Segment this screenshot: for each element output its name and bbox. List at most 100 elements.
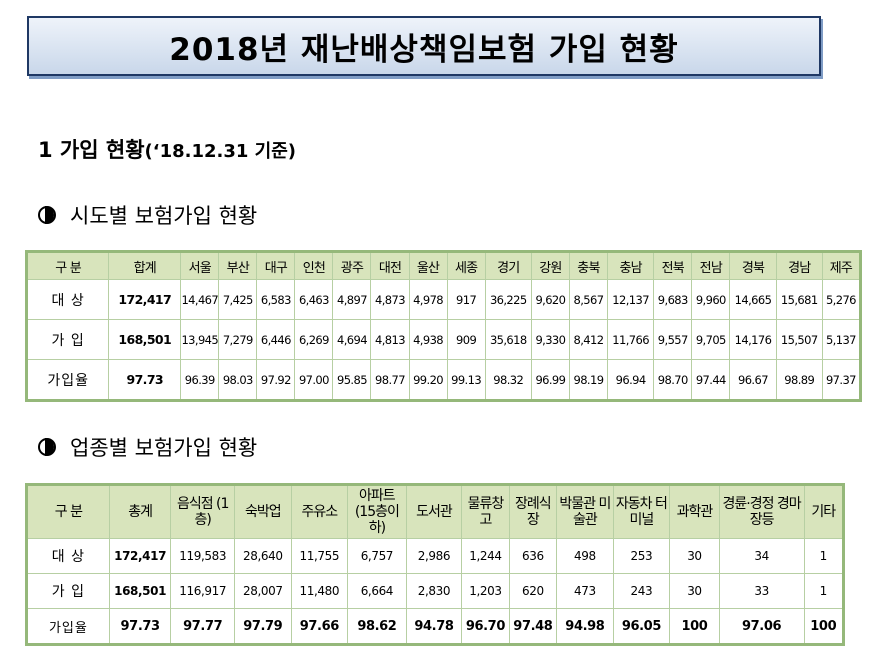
row-label: 대 상 (25, 279, 110, 320)
table-cell: 473 (556, 573, 614, 609)
section-date: (‘18.12.31 기준) (144, 141, 297, 162)
table-row: 가 입 168,501 116,917 28,007 11,480 6,664 2,830 1… (26, 573, 844, 609)
column-header: 과학관 (669, 484, 720, 539)
table-cell: 1,244 (461, 538, 510, 574)
column-header: 울산 (408, 251, 448, 280)
column-header: 전북 (653, 251, 693, 280)
table-cell: 4,873 (370, 279, 410, 320)
column-header: 광주 (332, 251, 372, 280)
table-row: 대 상 172,417 14,467 7,425 6,583 6,463 4,897 4,87… (25, 279, 862, 320)
table-cell: 8,412 (568, 319, 608, 360)
table-cell: 6,583 (256, 279, 296, 320)
section-heading: 1 가입 현황(‘18.12.31 기준) (38, 134, 296, 164)
table-cell: 15,507 (775, 319, 823, 360)
table-cell: 4,813 (370, 319, 410, 360)
table-cell: 97.66 (290, 608, 349, 645)
half-circle-bullet-icon (38, 206, 56, 224)
table-cell: 28,640 (234, 538, 292, 574)
table-row: 가입율 97.73 96.39 98.03 97.92 97.00 95.85 98.77 99… (25, 359, 862, 401)
table-cell: 97.73 (108, 359, 182, 401)
regional-subtitle-text: 시도별 보험가입 현황 (70, 204, 258, 228)
header-row: 구 분 합계 서울 부산 대구 인천 광주 대전 울산 세종 경기 강원 충북 충남 전북 전남 경북 경남 제주 (25, 251, 862, 280)
table-cell: 14,176 (729, 319, 777, 360)
table-cell: 96.39 (180, 359, 220, 401)
half-circle-bullet-icon (38, 438, 56, 456)
table-cell: 243 (612, 573, 671, 609)
column-header: 기타 (803, 484, 844, 539)
table-cell: 96.99 (530, 359, 570, 401)
table-cell: 9,683 (653, 279, 693, 320)
column-header: 자동차 터미널 (612, 484, 671, 539)
table-cell: 917 (446, 279, 486, 320)
table-cell: 36,225 (484, 279, 532, 320)
column-header: 주유소 (290, 484, 349, 539)
table-cell: 35,618 (484, 319, 532, 360)
column-header: 장례식장 (508, 484, 558, 539)
table-cell: 98.32 (484, 359, 532, 401)
table-cell: 97.92 (256, 359, 296, 401)
column-header: 아파트 (15층이하) (347, 484, 407, 539)
column-header: 대구 (256, 251, 296, 280)
table-cell: 14,665 (729, 279, 777, 320)
table-cell: 97.48 (508, 608, 558, 645)
table-cell: 9,330 (530, 319, 570, 360)
table-cell: 98.03 (218, 359, 258, 401)
row-label: 가 입 (26, 573, 110, 609)
table-cell: 5,276 (821, 279, 862, 320)
table-cell: 96.67 (729, 359, 777, 401)
table-cell: 30 (669, 538, 720, 574)
table-cell: 97.00 (294, 359, 334, 401)
column-header: 박물관 미술관 (556, 484, 614, 539)
table-cell: 95.85 (332, 359, 372, 401)
table-cell: 96.70 (461, 608, 510, 645)
table-cell: 100 (803, 608, 844, 645)
table-cell: 498 (556, 538, 614, 574)
section-heading-text: 1 가입 현황 (38, 138, 145, 162)
table-row: 가입율 97.73 97.77 97.79 97.66 98.62 94.78 96.70 97… (26, 608, 844, 645)
table-cell: 96.05 (612, 608, 671, 645)
regional-subtitle: 시도별 보험가입 현황 (38, 200, 257, 230)
header-row: 구 분 총계 음식점 (1층) 숙박업 주유소 아파트 (15층이하) 도서관 물류창고 장례식… (26, 484, 844, 539)
table-cell: 6,269 (294, 319, 334, 360)
column-header: 대전 (370, 251, 410, 280)
column-header: 구 분 (25, 251, 110, 280)
industry-table: 구 분 총계 음식점 (1층) 숙박업 주유소 아파트 (15층이하) 도서관 물류창고 장례식… (25, 483, 845, 646)
table-cell: 13,945 (180, 319, 220, 360)
column-header: 전남 (691, 251, 731, 280)
row-label: 가입율 (25, 359, 110, 401)
row-label: 가 입 (25, 319, 110, 360)
table-cell: 12,137 (606, 279, 655, 320)
column-header: 서울 (180, 251, 220, 280)
column-header: 부산 (218, 251, 258, 280)
table-cell: 7,425 (218, 279, 258, 320)
table-cell: 97.06 (718, 608, 805, 645)
table-cell: 14,467 (180, 279, 220, 320)
table-cell: 98.19 (568, 359, 608, 401)
table-cell: 909 (446, 319, 486, 360)
column-header: 경남 (775, 251, 823, 280)
table-cell: 28,007 (234, 573, 292, 609)
column-header: 물류창고 (461, 484, 510, 539)
column-header: 충북 (568, 251, 608, 280)
table-cell: 119,583 (170, 538, 235, 574)
table-cell: 9,960 (691, 279, 731, 320)
table-cell: 98.70 (653, 359, 693, 401)
table-cell: 30 (669, 573, 720, 609)
table-cell: 5,137 (821, 319, 862, 360)
table-cell: 253 (612, 538, 671, 574)
table-cell: 33 (718, 573, 805, 609)
table-cell: 4,978 (408, 279, 448, 320)
table-cell: 116,917 (170, 573, 235, 609)
column-header: 구 분 (26, 484, 110, 539)
table-cell: 9,705 (691, 319, 731, 360)
table-cell: 2,986 (405, 538, 463, 574)
table-cell: 11,755 (290, 538, 349, 574)
table-cell: 6,446 (256, 319, 296, 360)
table-cell: 99.13 (446, 359, 486, 401)
table-cell: 15,681 (775, 279, 823, 320)
column-header: 인천 (294, 251, 334, 280)
table-cell: 97.73 (108, 608, 172, 645)
table-cell: 97.77 (170, 608, 235, 645)
table-cell: 4,694 (332, 319, 372, 360)
table-cell: 6,664 (347, 573, 407, 609)
